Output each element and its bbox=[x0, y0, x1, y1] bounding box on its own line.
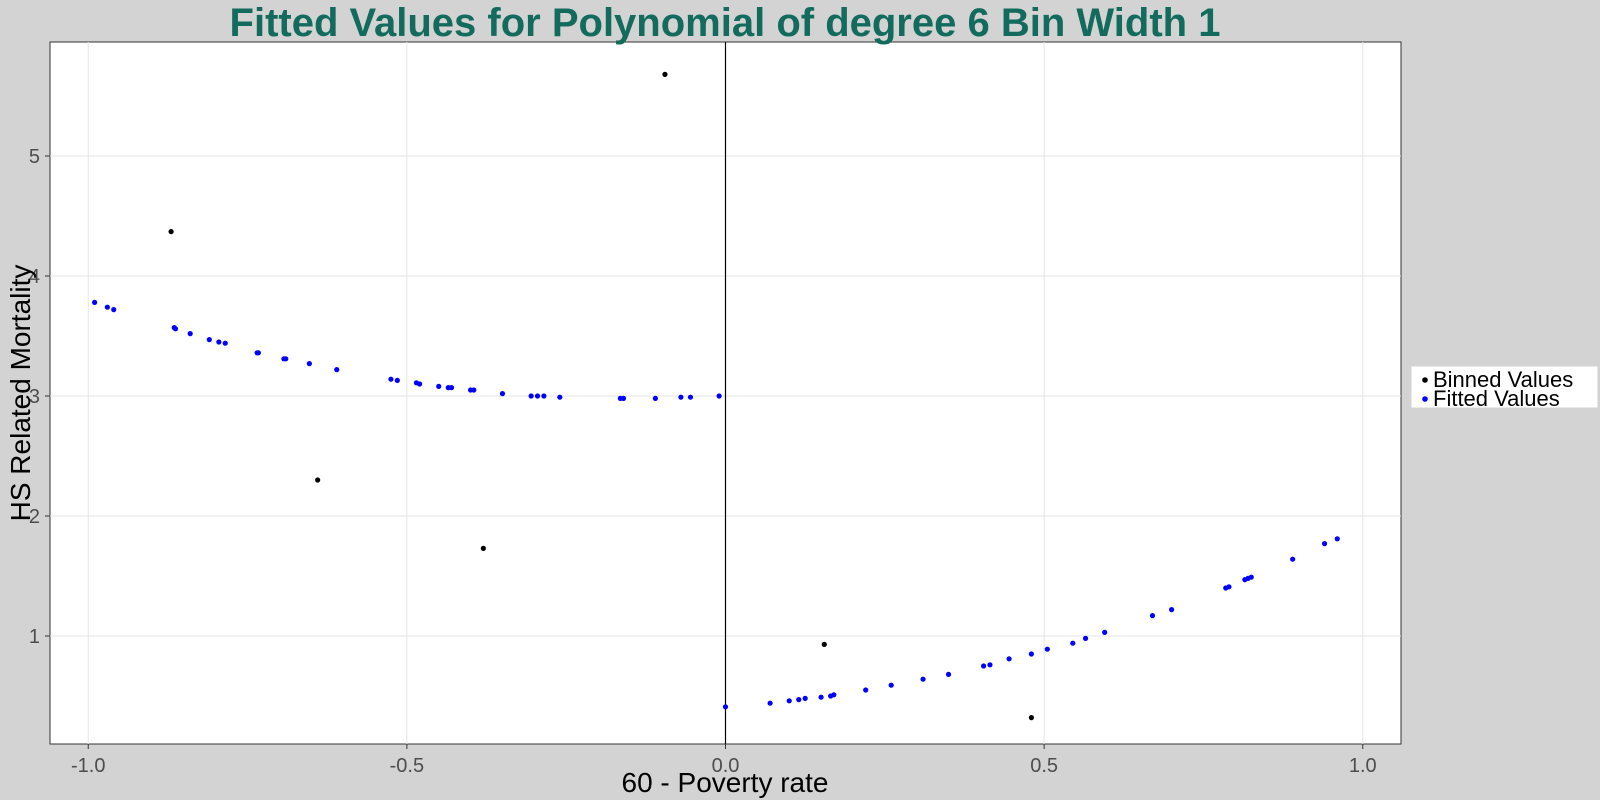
legend-label-binned: Binned Values bbox=[1433, 367, 1573, 392]
axis-ticks: -1.0 -0.5 0.0 0.5 1.0 1 2 3 4 5 bbox=[29, 146, 1377, 777]
fitted-value-point bbox=[1070, 640, 1076, 646]
x-axis-title: 60 - Poverty rate bbox=[622, 767, 829, 798]
fitted-value-point bbox=[716, 393, 722, 399]
fitted-value-point bbox=[557, 394, 563, 400]
fitted-value-point bbox=[620, 395, 627, 401]
fitted-value-point bbox=[678, 394, 684, 400]
fitted-value-point bbox=[920, 676, 926, 682]
fitted-value-point bbox=[206, 337, 212, 343]
fitted-value-point bbox=[417, 381, 423, 387]
fitted-value-point bbox=[255, 350, 261, 356]
binned-value-point bbox=[315, 477, 321, 483]
fitted-value-point bbox=[92, 299, 98, 305]
binned-value-point bbox=[1028, 715, 1034, 721]
legend: Binned Values Fitted Values bbox=[1410, 365, 1599, 411]
binned-value-point bbox=[168, 229, 174, 235]
x-tick-label: -0.5 bbox=[390, 755, 424, 777]
legend-label-fitted: Fitted Values bbox=[1433, 386, 1560, 411]
fitted-value-point bbox=[1102, 629, 1108, 636]
fitted-value-point bbox=[283, 356, 289, 362]
y-tick-label: 1 bbox=[29, 626, 40, 648]
fitted-value-point bbox=[528, 393, 534, 399]
fitted-value-point bbox=[334, 367, 340, 373]
fitted-value-point bbox=[499, 391, 506, 397]
binned-value-point bbox=[821, 641, 827, 648]
fitted-value-point bbox=[831, 692, 837, 698]
legend-key-binned bbox=[1422, 377, 1428, 383]
fitted-value-point bbox=[1028, 651, 1034, 657]
fitted-value-point bbox=[786, 698, 792, 704]
fitted-value-point bbox=[1290, 556, 1296, 562]
binned-value-point bbox=[480, 545, 486, 552]
y-tick-label: 2 bbox=[29, 506, 40, 528]
fitted-value-point bbox=[222, 340, 228, 346]
fitted-value-point bbox=[945, 671, 952, 678]
fitted-value-point bbox=[1248, 574, 1254, 580]
chart-title: Fitted Values for Polynomial of degree 6… bbox=[230, 1, 1221, 45]
fitted-value-point bbox=[111, 307, 117, 313]
fitted-value-point bbox=[172, 326, 179, 332]
x-tick-label: 0.5 bbox=[1030, 755, 1058, 777]
fitted-value-point bbox=[980, 663, 987, 669]
binned-value-point bbox=[662, 71, 668, 77]
data-points bbox=[92, 71, 1340, 721]
fitted-value-point bbox=[722, 704, 729, 710]
fitted-value-point bbox=[767, 700, 773, 706]
fitted-value-point bbox=[1321, 541, 1328, 547]
fitted-value-point bbox=[1082, 635, 1089, 642]
y-tick-label: 4 bbox=[29, 266, 40, 288]
fitted-value-point bbox=[796, 697, 802, 703]
fitted-value-point bbox=[1334, 536, 1340, 542]
fitted-value-point bbox=[394, 377, 400, 383]
fitted-value-point bbox=[818, 694, 824, 700]
fitted-value-point bbox=[187, 331, 193, 337]
fitted-value-point bbox=[388, 376, 394, 382]
fitted-value-point bbox=[541, 393, 547, 399]
x-tick-label: 1.0 bbox=[1349, 755, 1377, 777]
fitted-value-point bbox=[1006, 656, 1012, 662]
fitted-value-point bbox=[687, 394, 694, 400]
fitted-value-point bbox=[1226, 584, 1232, 590]
fitted-value-point bbox=[1168, 607, 1175, 613]
y-tick-label: 3 bbox=[29, 386, 40, 408]
y-axis-title: HS Related Mortality bbox=[5, 265, 36, 522]
fitted-value-point bbox=[802, 695, 808, 702]
fitted-value-point bbox=[306, 361, 312, 367]
fitted-value-point bbox=[1044, 646, 1050, 652]
fitted-value-point bbox=[104, 304, 110, 310]
legend-key-fitted bbox=[1422, 396, 1428, 402]
x-tick-label: 0.0 bbox=[712, 755, 740, 777]
fitted-value-point bbox=[652, 395, 659, 401]
fitted-value-point bbox=[436, 383, 442, 389]
fitted-value-point bbox=[1149, 613, 1156, 619]
fitted-value-point bbox=[863, 687, 869, 693]
fitted-value-point bbox=[448, 385, 455, 391]
legend-box bbox=[1410, 365, 1599, 409]
fitted-value-point bbox=[987, 662, 993, 668]
x-tick-label: -1.0 bbox=[71, 755, 105, 777]
fitted-value-point bbox=[534, 393, 541, 399]
fitted-value-point bbox=[471, 387, 477, 393]
fitted-value-point bbox=[216, 339, 222, 345]
fitted-value-point bbox=[888, 682, 894, 688]
y-tick-label: 5 bbox=[29, 146, 40, 168]
